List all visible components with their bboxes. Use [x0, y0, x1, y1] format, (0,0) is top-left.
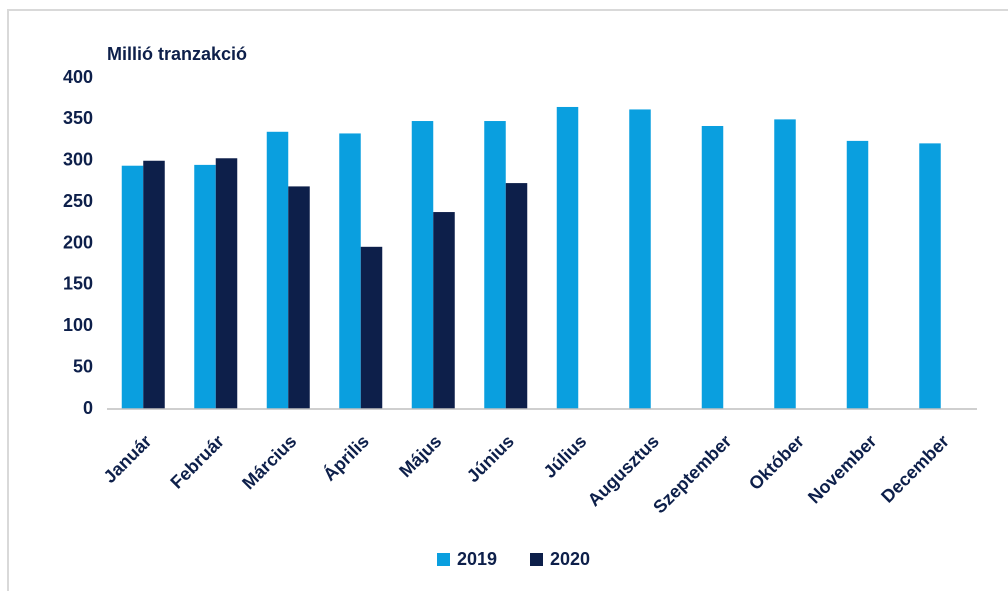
x-tick-label: Május: [395, 431, 445, 481]
bar: [629, 109, 651, 409]
y-tick-label: 400: [63, 67, 93, 87]
bar: [774, 119, 796, 409]
x-tick-label: Szeptember: [649, 431, 735, 517]
x-tick-label: Október: [745, 431, 808, 494]
x-tick-label: December: [877, 431, 953, 507]
legend-swatch: [437, 553, 450, 566]
chart-title: Millió tranzakció: [107, 44, 247, 64]
bar: [288, 186, 310, 409]
bar: [919, 143, 941, 409]
bar: [505, 183, 528, 409]
y-tick-label: 250: [63, 191, 93, 211]
bar: [433, 212, 455, 409]
x-tick-label: Augusztus: [584, 431, 663, 510]
bar: [266, 131, 289, 409]
y-tick-label: 0: [83, 398, 93, 418]
legend-swatch: [530, 553, 543, 566]
x-tick-label: Április: [318, 430, 372, 484]
y-tick-label: 350: [63, 108, 93, 128]
y-tick-label: 300: [63, 150, 93, 170]
legend-label: 2020: [550, 549, 590, 569]
x-tick-label: Július: [540, 431, 591, 482]
x-tick-label: Február: [166, 431, 228, 493]
bar: [411, 121, 434, 409]
bar: [556, 106, 579, 410]
x-tick-label: Június: [463, 431, 518, 486]
chart-frame: [7, 9, 1008, 591]
bar: [194, 164, 216, 409]
bar: [846, 140, 869, 409]
x-tick-label: Március: [238, 431, 300, 493]
y-tick-label: 50: [73, 356, 93, 376]
bar: [701, 125, 724, 410]
y-tick-label: 100: [63, 315, 93, 335]
bar: [339, 133, 361, 409]
bar: [121, 165, 144, 409]
y-tick-label: 150: [63, 274, 93, 294]
x-tick-label: November: [804, 431, 880, 507]
legend-label: 2019: [457, 549, 497, 569]
bar: [360, 246, 383, 409]
bar: [215, 158, 238, 409]
bar: [143, 160, 165, 409]
y-tick-label: 200: [63, 232, 93, 252]
bar: [484, 121, 506, 409]
x-tick-label: Január: [100, 431, 156, 487]
